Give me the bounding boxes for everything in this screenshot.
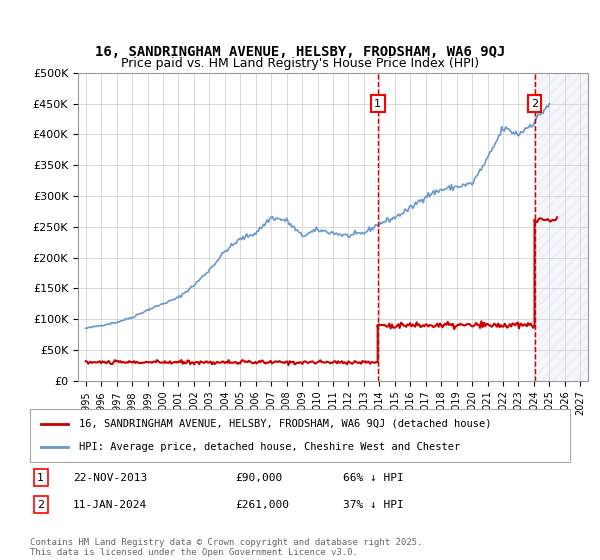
Text: 1: 1	[37, 473, 44, 483]
Text: 2: 2	[531, 99, 538, 109]
Text: 16, SANDRINGHAM AVENUE, HELSBY, FRODSHAM, WA6 9QJ (detached house): 16, SANDRINGHAM AVENUE, HELSBY, FRODSHAM…	[79, 419, 491, 429]
Text: £90,000: £90,000	[235, 473, 283, 483]
Text: Contains HM Land Registry data © Crown copyright and database right 2025.
This d: Contains HM Land Registry data © Crown c…	[30, 538, 422, 557]
Text: 2: 2	[37, 500, 44, 510]
Text: 16, SANDRINGHAM AVENUE, HELSBY, FRODSHAM, WA6 9QJ: 16, SANDRINGHAM AVENUE, HELSBY, FRODSHAM…	[95, 45, 505, 59]
Text: £261,000: £261,000	[235, 500, 289, 510]
Text: 66% ↓ HPI: 66% ↓ HPI	[343, 473, 404, 483]
Text: Price paid vs. HM Land Registry's House Price Index (HPI): Price paid vs. HM Land Registry's House …	[121, 57, 479, 70]
Text: 22-NOV-2013: 22-NOV-2013	[73, 473, 148, 483]
Bar	[535, 73, 588, 381]
Text: HPI: Average price, detached house, Cheshire West and Chester: HPI: Average price, detached house, Ches…	[79, 442, 460, 452]
Text: 1: 1	[374, 99, 382, 109]
Text: 37% ↓ HPI: 37% ↓ HPI	[343, 500, 404, 510]
Text: 11-JAN-2024: 11-JAN-2024	[73, 500, 148, 510]
